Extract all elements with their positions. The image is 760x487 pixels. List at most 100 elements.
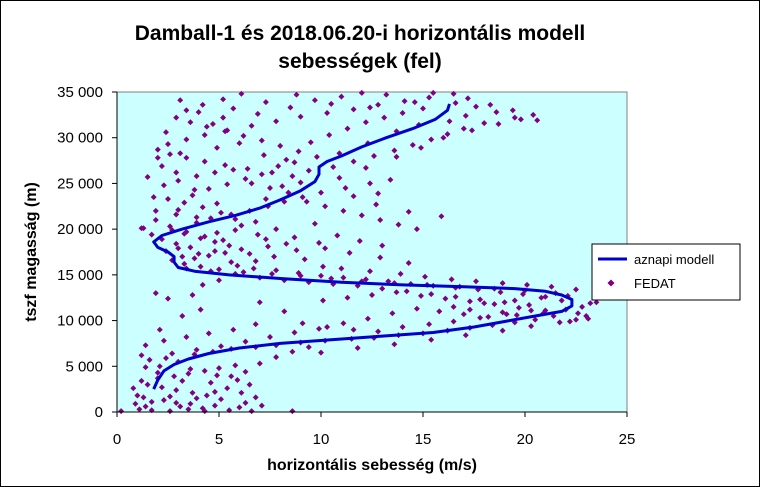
fedat-point xyxy=(375,328,382,335)
y-axis-label: tszf magasság (m) xyxy=(23,182,40,322)
fedat-point xyxy=(499,327,506,334)
fedat-point xyxy=(193,346,200,353)
fedat-point xyxy=(136,406,143,413)
fedat-point xyxy=(354,345,361,351)
fedat-point xyxy=(138,352,145,359)
legend: aznapi modell FEDAT xyxy=(591,243,741,301)
fedat-point xyxy=(528,307,535,314)
fedat-point xyxy=(324,110,331,116)
fedat-point xyxy=(238,389,245,396)
fedat-point xyxy=(444,131,451,138)
fedat-point xyxy=(387,176,394,183)
fedat-point xyxy=(420,105,426,112)
fedat-point xyxy=(548,283,555,290)
fedat-point xyxy=(185,370,192,377)
fedat-point xyxy=(248,180,255,187)
fedat-point xyxy=(211,248,218,255)
fedat-point xyxy=(183,154,190,161)
fedat-point xyxy=(252,321,259,328)
x-tick-label: 25 xyxy=(619,431,636,448)
fedat-point xyxy=(142,342,149,349)
fedat-point xyxy=(201,132,208,138)
fedat-point xyxy=(252,258,259,265)
fedat-point xyxy=(273,226,280,233)
fedat-point xyxy=(173,169,180,176)
fedat-point xyxy=(379,242,386,249)
fedat-point xyxy=(413,226,420,233)
fedat-point xyxy=(326,132,333,138)
fedat-point xyxy=(262,99,269,106)
fedat-point xyxy=(575,310,581,317)
fedat-point xyxy=(367,104,373,111)
y-tick-label: 10 000 xyxy=(57,313,103,330)
fedat-point xyxy=(242,175,249,182)
fedat-point xyxy=(224,181,231,188)
fedat-point xyxy=(187,400,194,407)
fedat-point xyxy=(395,221,402,228)
fedat-point xyxy=(193,214,200,221)
fedat-point xyxy=(491,301,498,308)
x-tick-label: 20 xyxy=(517,431,534,448)
y-tick-label: 35 000 xyxy=(57,84,103,101)
fedat-point xyxy=(409,142,416,148)
fedat-point xyxy=(197,235,204,242)
fedat-point xyxy=(405,208,412,215)
fedat-point xyxy=(350,326,357,333)
fedat-point xyxy=(238,222,245,229)
fedat-point xyxy=(193,173,200,180)
fedat-point xyxy=(573,316,579,323)
fedat-point xyxy=(340,274,347,281)
fedat-point xyxy=(252,218,259,225)
plot-area xyxy=(116,91,628,413)
fedat-point xyxy=(464,95,471,102)
fedat-point xyxy=(344,294,351,301)
fedat-point xyxy=(418,144,424,151)
fedat-point xyxy=(322,245,329,252)
x-tick-label: 5 xyxy=(215,431,223,448)
fedat-point xyxy=(328,275,335,282)
fedat-point xyxy=(183,334,190,340)
fedat-point xyxy=(222,128,229,135)
chart-axes: 0 5 10 15 20 25 0 5 000 10 000 15 000 20 000 25 000… xyxy=(57,84,635,448)
fedat-point xyxy=(222,249,229,256)
fedat-point xyxy=(426,321,433,328)
fedat-point xyxy=(405,260,412,266)
fedat-point xyxy=(305,167,312,174)
fedat-point xyxy=(173,399,180,406)
fedat-point xyxy=(173,211,180,218)
fedat-point xyxy=(362,276,369,283)
fedat-point xyxy=(187,244,194,251)
fedat-point xyxy=(477,296,484,303)
x-axis-label: horizontális sebesség (m/s) xyxy=(267,457,477,474)
fedat-point xyxy=(224,385,231,392)
fedat-point xyxy=(426,94,433,101)
fedat-point xyxy=(173,240,180,247)
fedat-point xyxy=(185,406,192,413)
fedat-point xyxy=(228,373,235,380)
fedat-point xyxy=(177,150,184,157)
fedat-point xyxy=(324,324,331,330)
fedat-point xyxy=(573,286,579,293)
fedat-point xyxy=(448,276,455,283)
fedat-point xyxy=(258,137,265,144)
fedat-point xyxy=(173,387,180,394)
fedat-point xyxy=(160,397,167,404)
fedat-point xyxy=(524,281,530,288)
fedat-point xyxy=(265,243,271,250)
fedat-point xyxy=(289,173,296,180)
fedat-point xyxy=(481,300,488,307)
legend-label-fedat: FEDAT xyxy=(634,276,676,291)
fedat-point xyxy=(183,136,190,143)
fedat-point xyxy=(195,250,202,257)
fedat-point xyxy=(450,318,457,325)
fedat-point xyxy=(262,196,269,202)
fedat-point xyxy=(328,100,335,107)
fedat-point xyxy=(520,291,526,298)
chart-title-line2: sebességek (fel) xyxy=(278,50,442,73)
fedat-point xyxy=(299,194,306,201)
fedat-point xyxy=(214,144,220,151)
fedat-point xyxy=(252,394,259,401)
fedat-point xyxy=(371,153,377,159)
fedat-point xyxy=(497,289,504,296)
fedat-point xyxy=(211,402,218,409)
